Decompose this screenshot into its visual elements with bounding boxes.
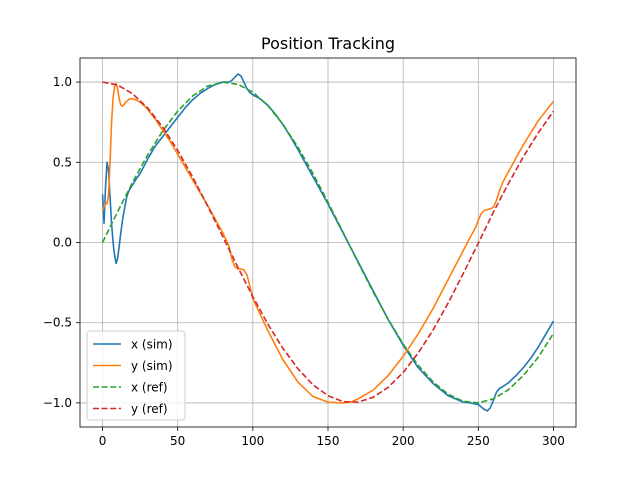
legend: x (sim) y (sim) x (ref) y (ref) xyxy=(86,330,186,421)
series-lines xyxy=(101,73,555,412)
legend-box xyxy=(86,330,186,421)
y-tick-label: −0.5 xyxy=(43,316,72,330)
series-line-x-ref xyxy=(101,81,555,404)
x-tick-label: 250 xyxy=(467,434,490,448)
x-tick-label: 50 xyxy=(170,434,185,448)
y-tick-label: 0.0 xyxy=(53,236,72,250)
ticks: 0 50 100 150 200 250 300 −1.0 −0.5 0.0 0.5 1.0 xyxy=(43,75,565,448)
y-tick-label: −1.0 xyxy=(43,396,72,410)
x-tick-label: 0 xyxy=(99,434,107,448)
x-tick-label: 200 xyxy=(392,434,415,448)
legend-label: x (sim) xyxy=(131,338,173,352)
x-tick-label: 100 xyxy=(241,434,264,448)
series-line-y-ref xyxy=(102,81,555,403)
series-line-x-sim xyxy=(101,73,555,412)
chart-title: Position Tracking xyxy=(261,34,395,53)
legend-label: y (sim) xyxy=(131,359,173,373)
legend-label: y (ref) xyxy=(131,402,168,416)
y-tick-label: 1.0 xyxy=(53,75,72,89)
x-tick-label: 150 xyxy=(317,434,340,448)
legend-label: x (ref) xyxy=(131,381,168,395)
y-tick-label: 0.5 xyxy=(53,155,72,169)
series-line-y-sim xyxy=(101,82,555,404)
x-tick-label: 300 xyxy=(542,434,565,448)
plot-area: 0 50 100 150 200 250 300 −1.0 −0.5 0.0 0.5 1.0 x (si… xyxy=(43,57,577,448)
